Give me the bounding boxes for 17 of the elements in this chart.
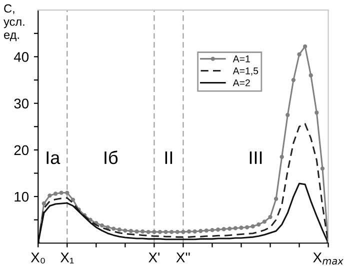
y-tick-label: 40	[14, 52, 29, 62]
annotation: III	[250, 151, 262, 164]
annotation: II	[165, 151, 172, 164]
x-tick-label: X₁	[60, 252, 74, 264]
annotation: Iб	[104, 150, 118, 164]
x-tick-label: X''	[176, 252, 190, 262]
legend-label: A=1	[232, 56, 250, 62]
x-tick-label: X'	[148, 252, 160, 262]
x-tick-label: X$_{max}$	[313, 252, 344, 265]
legend-label: A=1,5	[232, 68, 258, 76]
x-tick-label: X₀	[30, 252, 45, 264]
annotation: Iа	[46, 151, 60, 164]
y-tick-label: 20	[14, 145, 29, 156]
legend-label: A=2	[232, 79, 250, 86]
y-axis-title: С, усл. ед.	[4, 4, 24, 42]
y-tick-label: 10	[14, 192, 29, 202]
y-tick-label: 30	[14, 98, 29, 108]
